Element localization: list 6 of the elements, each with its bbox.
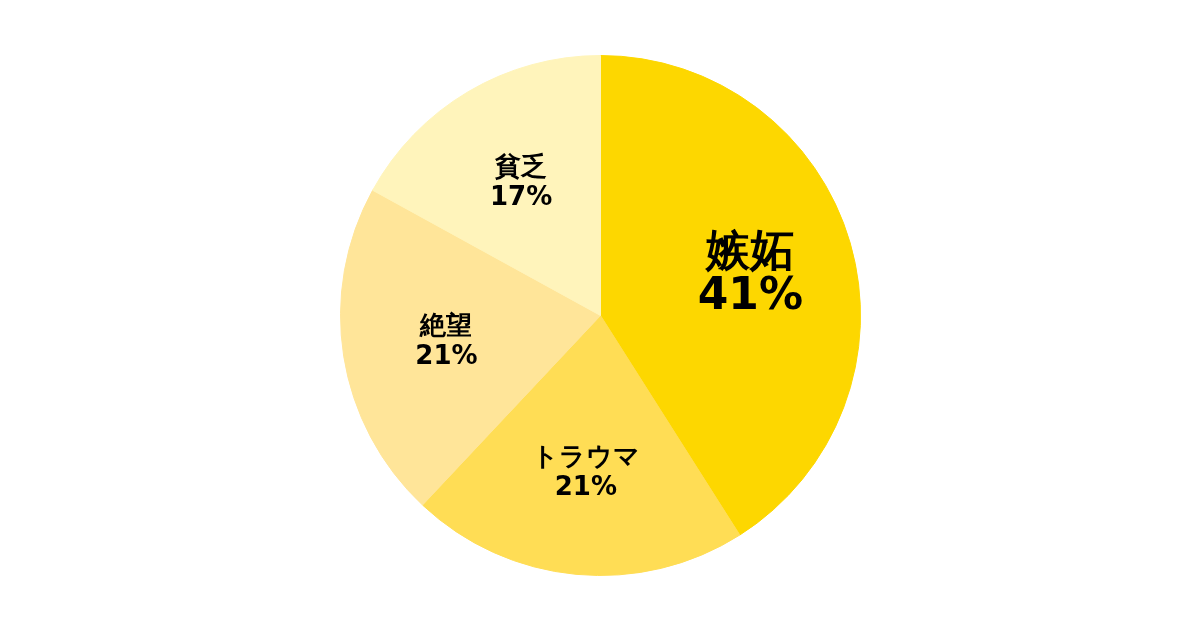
data-label: 21%: [415, 339, 478, 370]
slice-label: 貧乏: [494, 151, 548, 182]
data-label: 17%: [489, 181, 553, 212]
data-label: 21%: [554, 470, 617, 501]
slice-label: トラウマ: [531, 440, 640, 471]
slice-label: 絶望: [419, 309, 473, 340]
